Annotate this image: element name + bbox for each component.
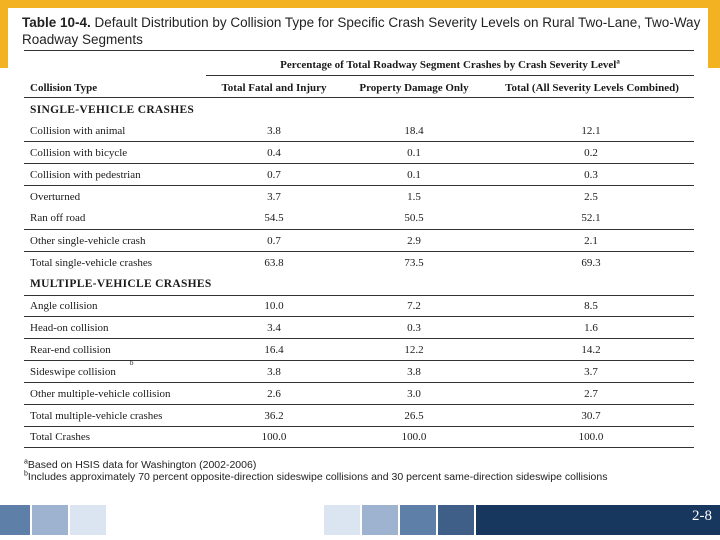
- row-rule: [24, 338, 694, 339]
- collision-type-cell: Overturned: [30, 191, 81, 203]
- section-multiple-vehicle: MULTIPLE-VEHICLE CRASHES: [30, 278, 212, 290]
- row-rule: [24, 295, 694, 296]
- collision-type-cell: Collision with bicycle: [30, 147, 128, 159]
- collision-type-cell: Total Crashes: [30, 431, 91, 443]
- footnote-a-text: Based on HSIS data for Washington (2002-…: [27, 459, 257, 471]
- table-title: Table 10-4. Default Distribution by Coll…: [22, 14, 702, 48]
- row-rule: [24, 404, 694, 405]
- row-rule: [24, 229, 694, 230]
- pdo-cell: 50.5: [404, 212, 424, 224]
- total-cell: 0.2: [584, 147, 598, 159]
- collision-type-cell: Other single-vehicle crash: [30, 235, 146, 247]
- column-header-collision-type: Collision Type: [30, 82, 98, 94]
- pdo-cell: 0.3: [407, 322, 421, 334]
- fatal-injury-cell: 54.5: [264, 212, 284, 224]
- page-number: 2-8: [692, 508, 712, 524]
- fatal-injury-cell: 0.7: [267, 235, 281, 247]
- row-rule: [24, 251, 694, 252]
- footnote-a: aBased on HSIS data for Washington (2002…: [24, 458, 257, 472]
- row-rule: [24, 360, 694, 361]
- fatal-injury-cell: 3.4: [267, 322, 281, 334]
- total-cell: 0.3: [584, 169, 598, 181]
- fatal-injury-cell: 0.4: [267, 147, 281, 159]
- footnote-b-text: Includes approximately 70 percent opposi…: [27, 471, 608, 483]
- column-header-pdo: Property Damage Only: [359, 82, 469, 94]
- header-bottom-rule: [24, 97, 694, 98]
- fatal-injury-cell: 3.8: [267, 125, 281, 137]
- fatal-injury-cell: 10.0: [264, 300, 284, 312]
- total-cell: 100.0: [578, 431, 604, 443]
- total-cell: 8.5: [584, 300, 598, 312]
- fatal-injury-cell: 0.7: [267, 169, 281, 181]
- row-rule: [24, 141, 694, 142]
- footnote-b: bIncludes approximately 70 percent oppos…: [24, 470, 608, 484]
- fatal-injury-cell: 2.6: [267, 388, 281, 400]
- table-title-text: Default Distribution by Collision Type f…: [22, 15, 701, 47]
- pdo-cell: 100.0: [401, 431, 427, 443]
- row-rule: [24, 316, 694, 317]
- collision-type-cell: Total multiple-vehicle crashes: [30, 410, 163, 422]
- collision-type-cell: Total single-vehicle crashes: [30, 257, 153, 269]
- group-header: Percentage of Total Roadway Segment Cras…: [206, 57, 694, 71]
- pdo-cell: 18.4: [404, 125, 424, 137]
- fatal-injury-cell: 100.0: [261, 431, 287, 443]
- group-header-text: Percentage of Total Roadway Segment Cras…: [280, 59, 617, 71]
- collision-type-cell: Collision with pedestrian: [30, 169, 141, 181]
- column-header-total: Total (All Severity Levels Combined): [505, 82, 679, 94]
- row-rule: [24, 382, 694, 383]
- collision-type-cell: Sideswipe collision: [30, 366, 116, 378]
- bottom-decorative-bar: [0, 505, 720, 535]
- fatal-injury-cell: 3.8: [267, 366, 281, 378]
- total-cell: 3.7: [584, 366, 598, 378]
- row-rule: [24, 185, 694, 186]
- pdo-cell: 0.1: [407, 169, 421, 181]
- fatal-injury-cell: 3.7: [267, 191, 281, 203]
- total-cell: 30.7: [581, 410, 601, 422]
- total-cell: 1.6: [584, 322, 598, 334]
- footnote-b-mark: b: [24, 470, 28, 478]
- group-header-rule: [206, 75, 694, 76]
- row-rule: [24, 426, 694, 427]
- collision-type-cell: Angle collision: [30, 300, 98, 312]
- pdo-cell: 3.0: [407, 388, 421, 400]
- table-card: [8, 8, 708, 490]
- collision-type-cell: Other multiple-vehicle collision: [30, 388, 171, 400]
- fatal-injury-cell: 16.4: [264, 344, 284, 356]
- group-header-note: a: [616, 57, 620, 66]
- total-cell: 69.3: [581, 257, 601, 269]
- pdo-cell: 7.2: [407, 300, 421, 312]
- collision-type-cell: Ran off road: [30, 212, 86, 224]
- pdo-cell: 12.2: [404, 344, 424, 356]
- footnote-a-mark: a: [24, 458, 28, 466]
- row-rule: [24, 163, 694, 164]
- total-cell: 2.1: [584, 235, 598, 247]
- table-bottom-rule: [24, 447, 694, 448]
- collision-type-cell: Head-on collision: [30, 322, 109, 334]
- pdo-cell: 26.5: [404, 410, 424, 422]
- pdo-cell: 0.1: [407, 147, 421, 159]
- pdo-cell: 73.5: [404, 257, 424, 269]
- column-header-fatal-injury: Total Fatal and Injury: [221, 82, 327, 94]
- table-number: Table 10-4.: [22, 15, 91, 30]
- total-cell: 12.1: [581, 125, 601, 137]
- total-cell: 2.5: [584, 191, 598, 203]
- fatal-injury-cell: 36.2: [264, 410, 284, 422]
- pdo-cell: 2.9: [407, 235, 421, 247]
- fatal-injury-cell: 63.8: [264, 257, 284, 269]
- collision-type-cell: Collision with animal: [30, 125, 126, 137]
- pdo-cell: 3.8: [407, 366, 421, 378]
- top-rule: [24, 50, 694, 51]
- total-cell: 14.2: [581, 344, 601, 356]
- section-single-vehicle: SINGLE-VEHICLE CRASHES: [30, 104, 195, 116]
- pdo-cell: 1.5: [407, 191, 421, 203]
- collision-type-cell: Rear-end collision: [30, 344, 111, 356]
- total-cell: 52.1: [581, 212, 601, 224]
- total-cell: 2.7: [584, 388, 598, 400]
